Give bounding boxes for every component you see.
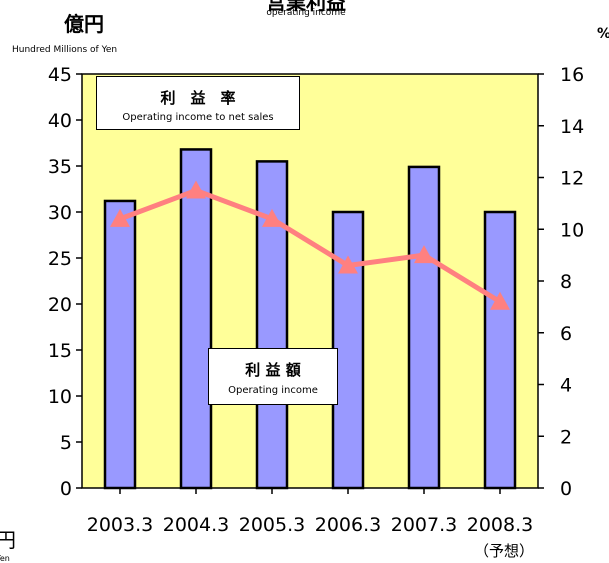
left-axis-unit-en: Hundred Millions of Yen	[12, 45, 118, 55]
line-series	[119, 187, 502, 304]
bar	[483, 210, 517, 490]
bottom-left-unit: 円	[0, 528, 16, 552]
x-axis-tick-label: 2005.3	[239, 514, 305, 536]
bar	[407, 165, 441, 490]
right-axis-tick-label: 0	[560, 478, 572, 500]
right-axis-tick-label: 16	[560, 64, 584, 86]
right-axis-tick-label: 12	[560, 168, 584, 190]
left-axis-tick-label: 25	[48, 248, 72, 270]
left-axis-unit: 億円	[64, 12, 104, 36]
right-axis-tick-label: 8	[560, 271, 572, 293]
left-axis-tick-label: 20	[48, 294, 72, 316]
chart-title: 営業利益	[266, 0, 346, 14]
x-axis-tick-label: 2008.3	[467, 514, 533, 536]
line-point-marker	[490, 291, 510, 310]
left-axis-tick-label: 45	[48, 64, 72, 86]
left-axis-tick-label: 40	[48, 110, 72, 132]
right-axis-unit: %	[597, 26, 609, 42]
bottom-left-unit-en: Yen	[0, 554, 10, 563]
x-axis-tick-label: 2003.3	[87, 514, 153, 536]
right-axis-tick-label: 6	[560, 323, 572, 345]
chart-subtitle: operating income	[266, 8, 346, 18]
line-point-marker	[186, 180, 206, 199]
right-axis-tick-label: 10	[560, 219, 584, 241]
bar	[103, 199, 137, 490]
left-axis-tick-label: 10	[48, 386, 72, 408]
x-axis-tick-label: 2004.3	[163, 514, 229, 536]
left-axis-tick-label: 30	[48, 202, 72, 224]
bar	[179, 148, 213, 490]
right-axis-tick-label: 4	[560, 375, 572, 397]
bar-series-label-en: Operating income	[228, 385, 318, 396]
right-axis-tick-label: 14	[560, 116, 584, 138]
bar-series-label: 利 益 額	[245, 361, 301, 379]
bar-series-label-box: 利 益 額 Operating income	[208, 348, 338, 405]
line-series-label-en: Operating income to net sales	[122, 112, 274, 123]
left-axis-tick-label: 0	[60, 478, 72, 500]
line-point-marker	[414, 245, 434, 264]
line-point-marker	[338, 255, 358, 274]
left-axis-tick-label: 35	[48, 156, 72, 178]
left-axis-tick-label: 15	[48, 340, 72, 362]
line-point-marker	[110, 208, 130, 227]
right-axis-tick-label: 2	[560, 426, 572, 448]
x-axis-tick-label: 2006.3	[315, 514, 381, 536]
line-series-label-box: 利 益 率 Operating income to net sales	[96, 76, 300, 130]
line-series-label: 利 益 率	[160, 89, 236, 107]
x-axis-tick-label: 2007.3	[391, 514, 457, 536]
line-point-marker	[262, 208, 282, 227]
x-axis-tick-note: （予想）	[474, 542, 534, 560]
left-axis-tick-label: 5	[60, 432, 72, 454]
